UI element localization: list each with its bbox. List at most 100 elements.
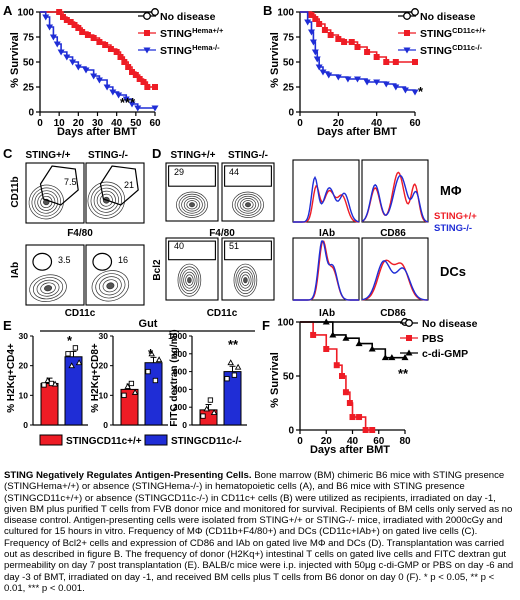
panel-b-xtick-label: 0 [297,118,303,129]
survival-marker [102,42,109,48]
panel-b-xtick-label: 20 [333,118,345,129]
panel-d-hist-x2a: CD86 [380,228,406,239]
panel-d-plot-1-gate [168,165,216,187]
panel-d-plot-4-contour [241,274,250,286]
panel-a-xtick-label: 30 [92,118,104,129]
panel-a-xtick-label: 10 [54,118,66,129]
panel-d-plot-1-contour [176,191,208,218]
panel-d-hist-4-curve [361,260,428,301]
panel-c-row1-x: F4/80 [67,228,93,239]
panel-e-point [227,359,234,366]
panel-f-significance: ** [398,366,409,381]
panel-f-xtick-label: 0 [297,436,303,447]
panel-c-gate-1: 7.5 [64,177,77,187]
panel-a-ytick-label: 25 [23,83,35,94]
survival-marker [342,389,349,396]
panel-d-plot-2-contour [239,198,257,212]
panel-b-xlabel: Days after BMT [317,126,397,138]
panel-d-gate-4: 51 [229,241,239,251]
survival-marker [107,46,114,52]
panel-e-legend-2: STINGCD11c-/- [171,436,242,447]
panel-c-gate-4: 16 [118,255,128,265]
panel-c-plot-4-gate [92,252,113,271]
panel-c-row2-y: IAb [10,262,21,278]
panel-e-sig-1: * [67,333,73,348]
panel-a-ytick-label: 50 [23,58,35,69]
panel-a-xtick-label: 0 [37,118,43,129]
panel-e-bars: 0 10 20 30 0 10 20 30 0 200 400 600 800 1000 [19,331,247,430]
panel-a-ytick-label: 100 [17,8,34,19]
panel-f-xtick-label: 80 [399,436,411,447]
panel-a-letter: A [3,3,13,18]
panel-e-point [124,383,131,389]
panel-d-hist-4-curve [361,259,428,301]
panel-d-plot-1-contour [189,202,195,208]
panel-c-plot-1-contour [31,187,62,217]
panel-e-title: Gut [139,318,158,330]
panel-d-plot-1-contour [178,193,206,216]
panel-e-point [152,377,159,384]
panel-e-tick-label: 20 [99,361,109,371]
panel-b-xtick-label: 40 [371,118,383,129]
panel-e-tick-label: 400 [173,384,187,394]
panel-d-legend-ko: STING-/- [434,223,472,234]
panel-b-legend-2: STINGCD11c+/+ [420,26,486,40]
panel-d-plots [165,162,275,301]
panel-b-yticks: 0 25 50 75 100 [277,8,300,119]
survival-marker [354,44,361,50]
panel-d-hist-x1a: IAb [319,228,335,239]
panel-c-plot-3-contour [32,277,64,300]
survival-marker [335,36,342,42]
panel-c-row2-x: CD11c [65,308,96,319]
panel-d-plot-4-contour [243,277,248,284]
panel-c-plot-2-gate [99,165,139,206]
panel-c-plots [25,162,145,306]
survival-marker [321,27,328,33]
panel-f-legend-1: No disease [422,318,478,330]
panel-a-xtick-label: 50 [130,118,142,129]
panel-c-plot-4 [85,244,145,306]
panel-e-point [148,350,155,357]
panel-c-plot-4-contour [106,282,115,290]
panel-b: B % Survival 0 25 50 75 100 0 20 40 60 Days aft… [263,3,486,138]
survival-marker [346,400,353,406]
survival-line-2 [300,321,405,359]
panel-f-ytick-label: 100 [277,318,294,329]
panel-e-point [234,363,242,370]
panel-b-ylabel: % Survival [269,32,281,88]
panel-a-ytick-label: 0 [28,108,34,119]
figure-caption: STING Negatively Regulates Antigen-Prese… [4,470,516,594]
panel-f-series [300,318,409,433]
panel-b-ytick-label: 0 [288,108,294,119]
panel-c-letter: C [3,146,13,161]
panel-d-letter: D [152,146,161,161]
panel-f-xlabel: Days after BMT [310,444,390,456]
panel-a-xticks: 0 10 20 30 40 50 60 [37,112,161,129]
panel-b-ytick-label: 75 [283,33,295,44]
survival-marker [341,39,348,45]
panel-f-ytick-label: 50 [283,372,295,383]
survival-marker [349,414,356,421]
panel-d-plot-2-contour [237,195,259,214]
panel-a-xtick-label: 40 [111,118,123,129]
panel-a-xlabel: Days after BMT [57,126,137,138]
panel-b-ytick-label: 50 [283,58,295,69]
panel-d-gate-2: 44 [229,167,239,177]
panel-c-plot-2-contour [87,181,126,219]
panel-a-legend-1: No disease [160,11,216,23]
panel-b-legend-3: STINGCD11c-/- [420,43,483,57]
panel-d-label-dcs: DCs [440,264,466,279]
caption-text: Bone marrow (BM) chimeric B6 mice with S… [4,470,514,594]
panel-c-plot-3-contour [36,279,60,297]
survival-marker [96,39,103,45]
panel-e-point [200,413,206,419]
panel-b-legend-1: No disease [420,11,476,23]
survival-marker [152,84,158,90]
panel-e-sig-2: * [148,346,154,361]
panel-d-histograms [292,159,429,301]
panel-e-point [41,382,47,388]
survival-marker [373,54,380,60]
panel-f-letter: F [262,318,270,333]
panel-e-tick-label: 30 [19,331,29,341]
